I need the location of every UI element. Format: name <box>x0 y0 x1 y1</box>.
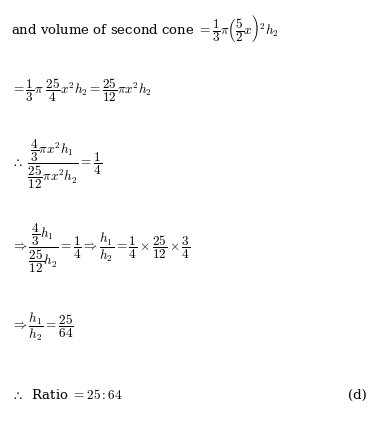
Text: $= \dfrac{1}{3}\pi\ \dfrac{25}{4}x^2h_2 = \dfrac{25}{12}\pi x^2h_2$: $= \dfrac{1}{3}\pi\ \dfrac{25}{4}x^2h_2 … <box>11 76 152 103</box>
Text: $\Rightarrow \dfrac{\dfrac{4}{3}h_1}{\dfrac{25}{12}h_2} = \dfrac{1}{4} \Rightarr: $\Rightarrow \dfrac{\dfrac{4}{3}h_1}{\df… <box>11 221 191 274</box>
Text: and volume of second cone $= \dfrac{1}{3}\pi \left(\dfrac{5}{2}x\right)^{2} h_2$: and volume of second cone $= \dfrac{1}{3… <box>11 13 279 44</box>
Text: $\therefore\ \dfrac{\dfrac{4}{3}\pi x^2 h_1}{\dfrac{25}{12}\pi x^2 h_2} = \dfrac: $\therefore\ \dfrac{\dfrac{4}{3}\pi x^2 … <box>11 138 102 191</box>
Text: (d): (d) <box>348 388 367 401</box>
Text: $\therefore\ $ Ratio $= 25 : 64$: $\therefore\ $ Ratio $= 25 : 64$ <box>11 387 123 401</box>
Text: $\Rightarrow \dfrac{h_1}{h_2} = \dfrac{25}{64}$: $\Rightarrow \dfrac{h_1}{h_2} = \dfrac{2… <box>11 310 74 343</box>
